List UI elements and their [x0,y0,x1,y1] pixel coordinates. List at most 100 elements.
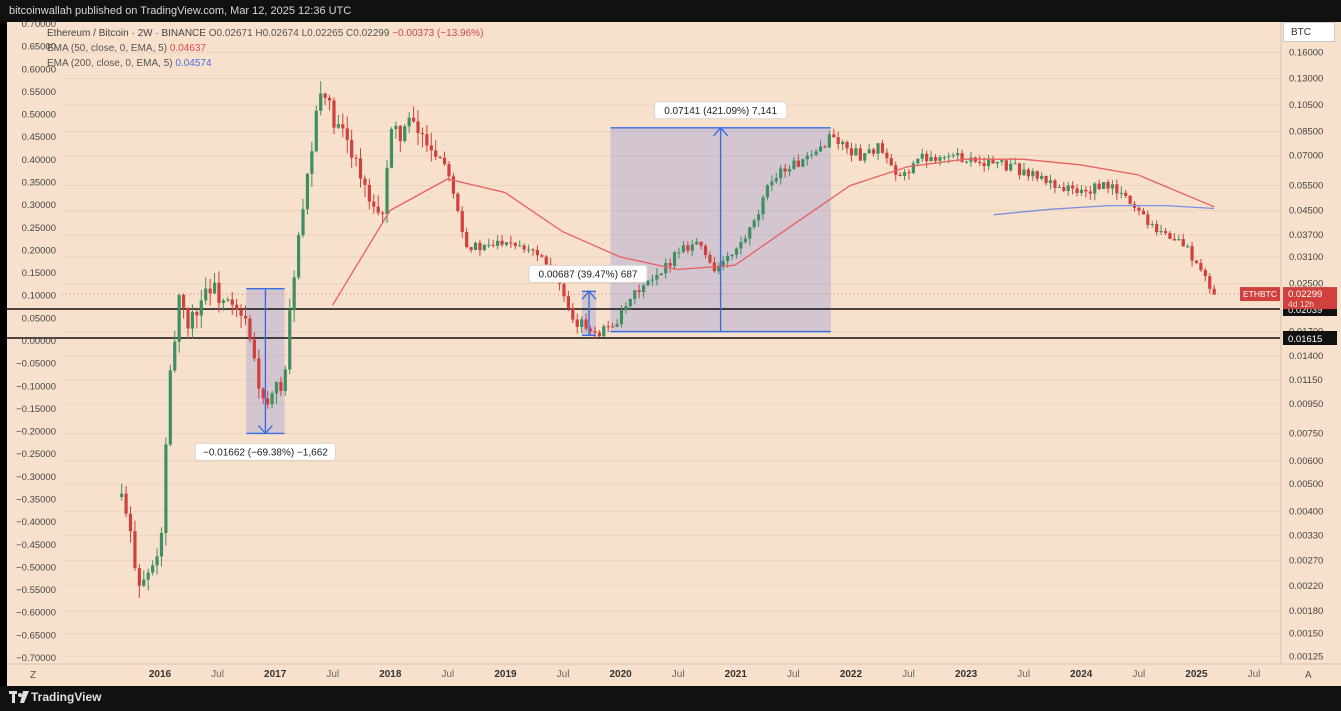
right-axis-tick: 0.00400 [1289,507,1323,518]
candle-body [1035,171,1039,179]
candle-body [889,158,893,166]
candle-body [288,310,292,370]
left-axis-tick: −0.65000 [16,630,56,641]
candle-body [774,178,778,182]
right-axis-tick: 0.00600 [1289,456,1323,467]
candle-body [756,214,761,221]
candle-body [637,290,641,292]
candle-body [460,211,464,232]
candle-body [1208,276,1212,289]
ema50-label[interactable]: EMA (50, close, 0, EMA, 5) [47,43,168,54]
candle-body [186,307,190,329]
candle-body [447,164,451,177]
left-axis-tick: 0.60000 [22,64,56,75]
candle-body [151,565,155,573]
candle-body [434,150,438,157]
left-axis-tick: 0.70000 [22,19,56,30]
candle-body [531,249,535,251]
candle-body [513,243,517,246]
candle-body [367,184,371,202]
candle-body [1203,270,1207,277]
candle-body [1172,238,1176,241]
x-axis-tick: Jul [211,669,224,680]
candle-body [659,273,663,275]
candle-body [239,309,243,316]
tradingview-logo-icon [9,691,29,703]
candle-body [925,153,929,162]
candle-body [650,279,655,281]
candle-body [522,245,526,250]
candle-body [1040,175,1044,179]
candle-body [438,156,442,158]
candle-body [1190,246,1194,261]
candle-body [128,513,133,532]
candle-body [261,388,265,399]
candle-body [314,110,318,152]
candle-body [195,311,199,316]
measure-arrowhead-icon [713,126,729,137]
candle-body [677,252,681,254]
ema50-value: 0.04637 [169,43,206,54]
candle-body [442,157,447,165]
candle-body [1194,260,1199,263]
candle-body [1159,231,1163,233]
candle-body [1075,188,1079,193]
candle-body [575,319,579,327]
left-axis-tick: 0.35000 [22,178,56,189]
x-axis-tick: 2018 [379,669,402,680]
symbol-title[interactable]: Ethereum / Bitcoin · 2W · BINANCE [47,28,206,39]
candle-body [420,133,425,135]
tradingview-brand: TradingView [31,690,102,704]
candle-body [345,128,349,140]
candle-body [257,358,261,389]
candle-body [849,148,854,156]
x-axis-tick: Jul [672,669,685,680]
candle-body [571,307,575,320]
candle-body [332,100,336,128]
candle-body [779,168,783,179]
right-axis-tick: 0.08500 [1289,126,1323,137]
measure-label-box [528,264,648,283]
left-axis-tick: 0.45000 [22,132,56,143]
left-axis-tick: −0.55000 [16,585,56,596]
candle-body [1022,169,1026,176]
candle-body [916,158,920,164]
candle-body [818,146,823,152]
candle-body [951,155,955,157]
candle-body [752,220,756,228]
right-axis-tick: 0.10500 [1289,100,1323,111]
candle-body [1097,183,1101,190]
candle-body [593,331,597,333]
candle-body [181,295,186,308]
ema50-line[interactable] [331,158,1215,306]
candle-body [805,155,809,160]
candle-body [708,255,712,263]
ema200-line[interactable] [993,204,1215,216]
candle-body [885,152,889,159]
left-axis-tick: 0.05000 [22,313,56,324]
candle-body [1026,169,1030,177]
candle-body [1084,189,1088,192]
candle-body [451,176,455,194]
candle-body [1013,163,1017,165]
candle-body [814,151,818,155]
measure-label: 0.00687 (39.47%) 687 [539,269,638,280]
candle-body [633,290,637,299]
x-axis-tick: 2025 [1185,669,1208,680]
candle-body [243,315,248,319]
candle-body [403,126,407,141]
right-axis-tick: 0.00150 [1289,629,1323,640]
currency-unit-label[interactable]: BTC [1283,22,1335,42]
right-axis-tick: 0.02500 [1289,279,1323,290]
candle-body [770,181,774,186]
right-axis-tick: 0.00125 [1289,651,1323,662]
left-axis-tick: −0.20000 [16,427,56,438]
scale-right-toggle[interactable]: A [1305,670,1312,681]
scale-left-toggle[interactable]: Z [30,670,37,681]
left-axis-tick: 0.40000 [22,155,56,166]
candle-body [641,285,646,292]
candle-body [792,160,796,169]
ema200-label[interactable]: EMA (200, close, 0, EMA, 5) [47,58,173,69]
candle-body [173,341,177,371]
